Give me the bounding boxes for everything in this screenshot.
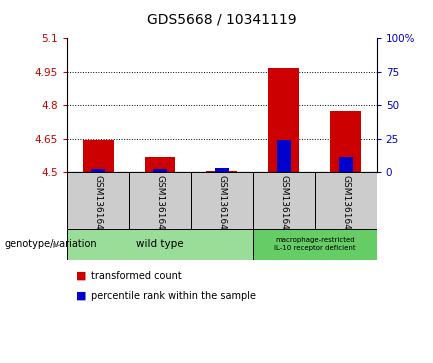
- Bar: [67, 172, 129, 229]
- Bar: [268, 68, 299, 172]
- Bar: [191, 172, 253, 229]
- Bar: [67, 229, 253, 260]
- Bar: [215, 168, 229, 172]
- Text: GSM1361641: GSM1361641: [155, 175, 165, 236]
- Bar: [330, 111, 361, 172]
- Bar: [145, 157, 175, 172]
- Text: GSM1361643: GSM1361643: [279, 175, 288, 236]
- Text: ►: ►: [52, 239, 60, 249]
- Text: GSM1361640: GSM1361640: [94, 175, 103, 236]
- Bar: [253, 229, 377, 260]
- Bar: [83, 140, 113, 172]
- Bar: [253, 172, 315, 229]
- Text: GDS5668 / 10341119: GDS5668 / 10341119: [147, 13, 297, 27]
- Text: GSM1361642: GSM1361642: [217, 175, 226, 236]
- Bar: [339, 157, 352, 172]
- Bar: [277, 140, 291, 172]
- Bar: [129, 172, 191, 229]
- Text: genotype/variation: genotype/variation: [4, 239, 97, 249]
- Bar: [315, 172, 377, 229]
- Bar: [153, 169, 167, 172]
- Text: transformed count: transformed count: [91, 271, 182, 281]
- Text: GSM1361644: GSM1361644: [341, 175, 350, 236]
- Bar: [207, 171, 237, 172]
- Text: percentile rank within the sample: percentile rank within the sample: [91, 291, 256, 301]
- Text: wild type: wild type: [136, 239, 184, 249]
- Text: ■: ■: [76, 271, 86, 281]
- Text: macrophage-restricted
IL-10 receptor deficient: macrophage-restricted IL-10 receptor def…: [274, 237, 355, 251]
- Bar: [91, 169, 105, 172]
- Text: ■: ■: [76, 291, 86, 301]
